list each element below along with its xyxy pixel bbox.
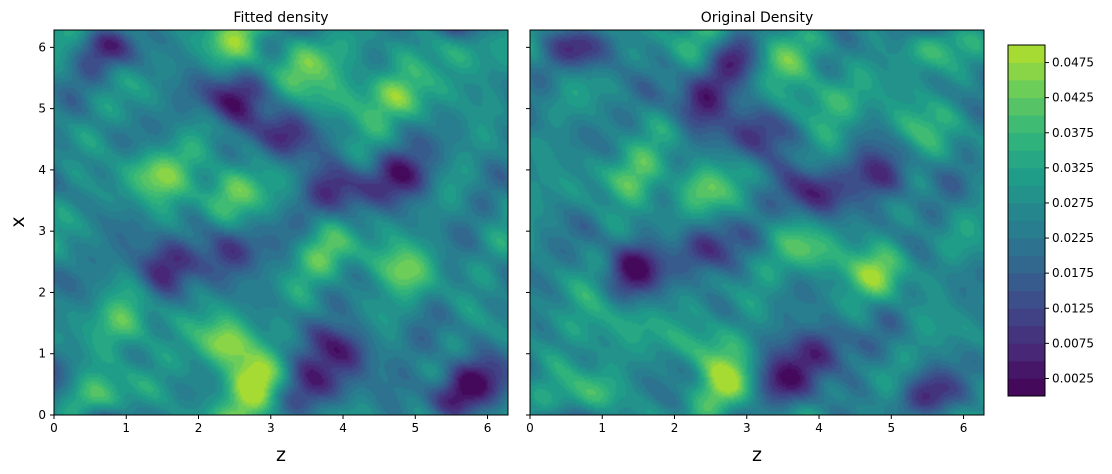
- colorbar-band: [1008, 167, 1045, 186]
- x-tick-label: 1: [598, 421, 606, 435]
- colorbar-band: [1008, 308, 1045, 327]
- colorbar-tick-label: 0.0475: [1052, 56, 1094, 70]
- colorbar-band: [1008, 62, 1045, 81]
- colorbar-band: [1008, 150, 1045, 169]
- colorbar-band: [1008, 97, 1045, 116]
- y-tick-label: 2: [38, 285, 46, 299]
- x-tick-label: 4: [339, 421, 347, 435]
- colorbar-tick-label: 0.0075: [1052, 336, 1094, 350]
- colorbar-band: [1008, 238, 1045, 256]
- colorbar-band: [1008, 360, 1045, 379]
- x-tick-label: 2: [671, 421, 679, 435]
- colorbar-band: [1008, 185, 1045, 204]
- x-tick-label: 5: [887, 421, 895, 435]
- x-axis-label-original: z: [752, 444, 762, 466]
- colorbar-band: [1008, 132, 1045, 151]
- colorbar-bands: [1008, 45, 1045, 397]
- panel-fitted: 0 1 2 3 4 5 6 0 1 2 3 4 5 6 Fitted density z x: [7, 10, 509, 466]
- y-tick-label: 3: [38, 224, 46, 238]
- colorbar-tick-label: 0.0225: [1052, 231, 1094, 245]
- colorbar-band: [1008, 45, 1045, 63]
- x-tick-label: 0: [526, 421, 534, 435]
- x-tick-label: 5: [411, 421, 419, 435]
- colorbar-band: [1008, 202, 1045, 221]
- colorbar-band: [1008, 290, 1045, 309]
- colorbar-tick-label: 0.0425: [1052, 91, 1094, 105]
- y-tick-label: 1: [38, 347, 46, 361]
- y-ticks-original: [526, 46, 530, 416]
- y-tick-label: 0: [38, 408, 46, 422]
- colorbar-ticks: 0.0025 0.0075 0.0125 0.0175 0.0225 0.0275 0.03…: [1045, 56, 1094, 385]
- axes-frame-fitted: [53, 29, 509, 416]
- colorbar-band: [1008, 255, 1045, 274]
- colorbar-frame: [1007, 44, 1046, 397]
- colorbar-tick-label: 0.0275: [1052, 196, 1094, 210]
- colorbar: 0.0025 0.0075 0.0125 0.0175 0.0225 0.0275 0.03…: [1007, 44, 1094, 397]
- colorbar-tick-label: 0.0375: [1052, 126, 1094, 140]
- axes-frame-original: [529, 29, 985, 416]
- x-tick-label: 1: [122, 421, 130, 435]
- y-ticks-fitted: 0 1 2 3 4 5 6: [38, 40, 54, 422]
- colorbar-band: [1008, 325, 1045, 344]
- y-axis-label-fitted: x: [7, 216, 29, 227]
- colorbar-tick-label: 0.0325: [1052, 161, 1094, 175]
- x-tick-label: 3: [267, 421, 275, 435]
- x-ticks-original: 0 1 2 3 4 5 6: [526, 415, 967, 435]
- x-tick-label: 4: [815, 421, 823, 435]
- panel-original: 0 1 2 3 4 5 6 Original Density z: [526, 10, 985, 466]
- colorbar-band: [1008, 80, 1045, 99]
- x-ticks-fitted: 0 1 2 3 4 5 6: [50, 415, 491, 435]
- x-tick-label: 0: [50, 421, 58, 435]
- y-tick-label: 6: [38, 40, 46, 54]
- heatmap-fitted: [54, 30, 508, 415]
- chart-title-original: Original Density: [701, 10, 813, 26]
- y-tick-label: 4: [38, 163, 46, 177]
- x-tick-label: 2: [195, 421, 203, 435]
- heatmap-original: [530, 30, 984, 415]
- colorbar-band: [1008, 343, 1045, 362]
- x-tick-label: 6: [484, 421, 492, 435]
- x-tick-label: 6: [960, 421, 968, 435]
- x-tick-label: 3: [743, 421, 751, 435]
- colorbar-tick-label: 0.0175: [1052, 266, 1094, 280]
- chart-title-fitted: Fitted density: [233, 10, 328, 26]
- colorbar-band: [1008, 220, 1045, 239]
- colorbar-band: [1008, 115, 1045, 134]
- colorbar-band: [1008, 378, 1045, 397]
- x-axis-label-fitted: z: [276, 444, 286, 466]
- colorbar-tick-label: 0.0125: [1052, 301, 1094, 315]
- y-tick-label: 5: [38, 102, 46, 116]
- colorbar-tick-label: 0.0025: [1052, 371, 1094, 385]
- colorbar-band: [1008, 273, 1045, 292]
